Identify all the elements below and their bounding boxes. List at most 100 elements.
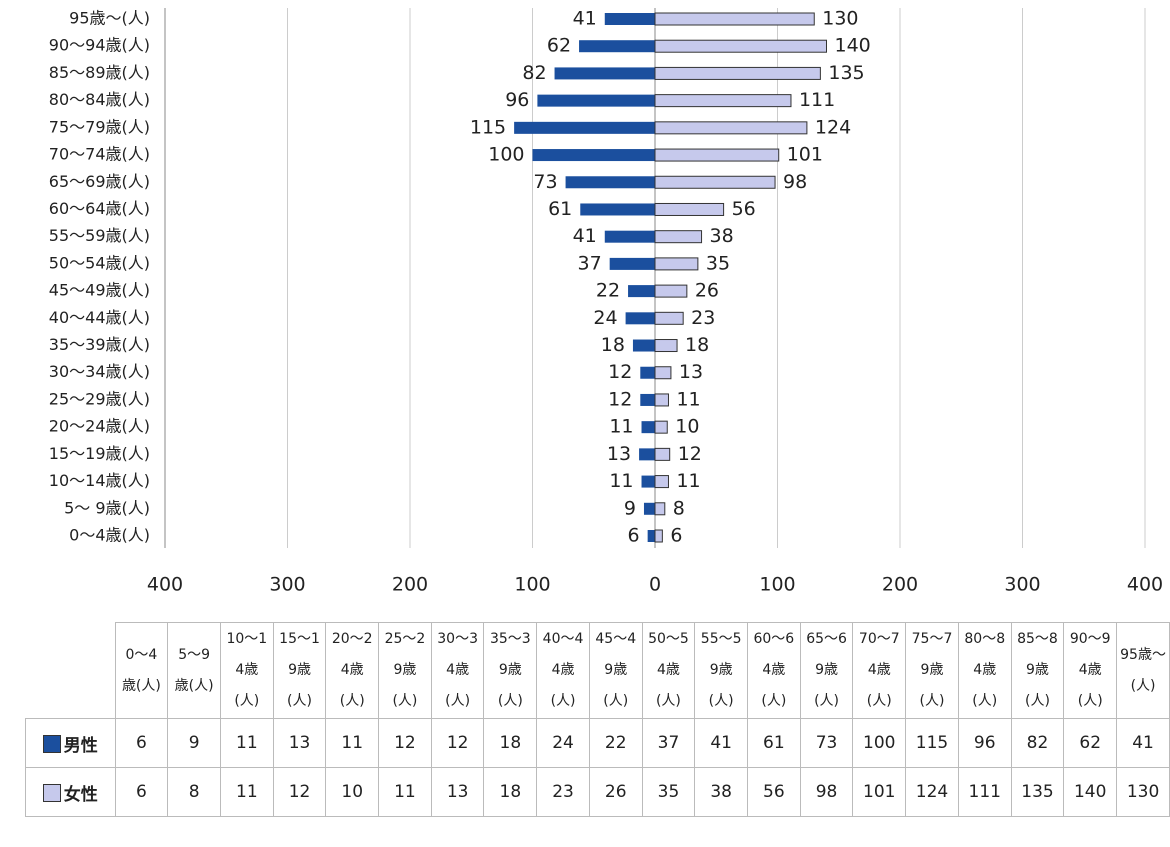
column-header: 70～74歳(人) <box>852 622 907 719</box>
table-value: 8 <box>167 767 221 817</box>
column-header: 45～49歳(人) <box>588 622 643 719</box>
table-value: 100 <box>852 718 907 768</box>
bar <box>609 257 655 270</box>
value-label: 23 <box>691 307 715 329</box>
table-value: 96 <box>957 718 1012 768</box>
column-header: 50～54歳(人) <box>641 622 696 719</box>
bar <box>654 66 821 80</box>
value-label: 124 <box>815 116 851 138</box>
table-value: 140 <box>1063 767 1118 817</box>
legend-swatch <box>42 783 61 802</box>
chart: 0 100 100 200 200 300 300 400 400 0～4歳(人) 6 6 5～ 9歳(… <box>49 8 1163 596</box>
column-header: 15～19歳(人) <box>272 622 327 719</box>
y-tick-label: 70～74歳(人) <box>49 145 150 164</box>
value-label: 135 <box>828 62 864 84</box>
x-tick-label: 200 <box>882 574 918 596</box>
table-value: 11 <box>219 767 274 817</box>
value-label: 13 <box>679 361 703 383</box>
table-value: 9 <box>167 718 221 768</box>
value-label: 8 <box>673 497 685 519</box>
column-header: 90～94歳(人) <box>1063 622 1118 719</box>
bar <box>654 284 688 298</box>
bar <box>654 339 678 353</box>
table-value: 23 <box>536 767 590 817</box>
column-header: 35～39歳(人) <box>483 622 538 719</box>
bar <box>654 175 776 189</box>
y-tick-label: 10～14歳(人) <box>49 471 150 490</box>
y-tick-label: 35～39歳(人) <box>49 335 150 354</box>
table-value: 12 <box>272 767 327 817</box>
value-label: 10 <box>675 416 699 438</box>
value-label: 41 <box>573 8 597 30</box>
column-header: 75～79歳(人) <box>905 622 959 719</box>
table-value: 62 <box>1063 718 1118 768</box>
table-value: 38 <box>694 767 748 817</box>
table-value: 11 <box>325 718 380 768</box>
value-label: 9 <box>624 497 636 519</box>
value-label: 18 <box>601 334 625 356</box>
column-header: 85～89歳(人) <box>1010 622 1065 719</box>
bar <box>604 13 655 25</box>
value-label: 11 <box>609 470 633 492</box>
y-tick-label: 90～94歳(人) <box>49 36 150 55</box>
x-tick-label: 100 <box>759 574 795 596</box>
bar <box>537 94 655 107</box>
table-value: 115 <box>905 718 959 768</box>
value-label: 37 <box>577 252 601 274</box>
value-label: 24 <box>593 307 617 329</box>
table-row: 男性 6 9 11 13 11 12 12 18 24 22 37 41 61 73 100 115 96 82 62… <box>25 718 1170 768</box>
value-label: 56 <box>732 198 756 220</box>
value-label: 130 <box>822 8 858 30</box>
table-value: 22 <box>588 718 643 768</box>
value-label: 11 <box>609 416 633 438</box>
bar <box>654 121 808 135</box>
bar <box>632 339 655 352</box>
bar <box>654 257 699 271</box>
column-header: 80～84歳(人) <box>957 622 1012 719</box>
value-label: 13 <box>607 443 631 465</box>
bar <box>554 67 655 80</box>
value-label: 12 <box>678 443 702 465</box>
column-header: 0～4歳(人) <box>114 622 169 719</box>
column-header: 55～59歳(人) <box>694 622 748 719</box>
y-tick-label: 80～84歳(人) <box>49 90 150 109</box>
bar <box>643 502 655 515</box>
y-tick-label: 60～64歳(人) <box>49 199 150 218</box>
x-tick-label: 300 <box>269 574 305 596</box>
value-label: 12 <box>608 388 632 410</box>
table-value: 124 <box>905 767 959 817</box>
x-tick-label: 0 <box>649 574 661 596</box>
bar <box>654 230 703 244</box>
value-label: 101 <box>787 144 823 166</box>
y-tick-label: 75～79歳(人) <box>49 117 150 136</box>
bar <box>654 475 669 489</box>
table-value: 101 <box>852 767 907 817</box>
table-value: 18 <box>483 718 538 768</box>
column-header: 65～69歳(人) <box>799 622 854 719</box>
legend-label: 女性 <box>63 784 98 805</box>
y-tick-label: 0～4歳(人) <box>69 526 150 545</box>
y-tick-label: 65～69歳(人) <box>49 172 150 191</box>
y-tick-label: 50～54歳(人) <box>49 253 150 272</box>
y-tick-label: 95歳～(人) <box>69 9 150 28</box>
table-value: 13 <box>430 767 485 817</box>
table-value: 135 <box>1010 767 1065 817</box>
bar <box>579 40 655 53</box>
bar <box>628 285 655 298</box>
table-value: 98 <box>799 767 854 817</box>
bar <box>565 176 655 189</box>
bar <box>532 149 655 162</box>
table-value: 82 <box>1010 718 1065 768</box>
value-label: 26 <box>695 280 719 302</box>
x-tick-label: 200 <box>392 574 428 596</box>
x-tick-label: 300 <box>1004 574 1040 596</box>
value-label: 111 <box>799 89 835 111</box>
bar <box>654 202 725 216</box>
value-label: 73 <box>533 171 557 193</box>
value-label: 62 <box>547 35 571 57</box>
table-value: 61 <box>747 718 801 768</box>
table-value: 35 <box>641 767 696 817</box>
table-value: 6 <box>114 767 169 817</box>
value-label: 98 <box>783 171 807 193</box>
legend-swatch <box>42 734 61 753</box>
